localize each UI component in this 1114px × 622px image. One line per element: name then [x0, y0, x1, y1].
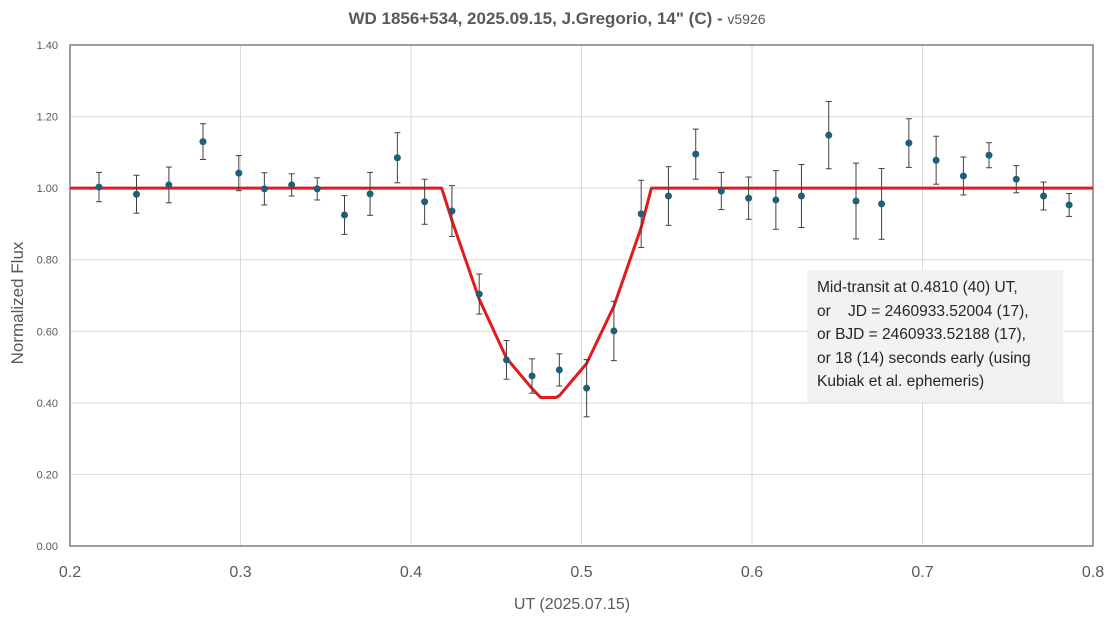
model-line: [70, 186, 1093, 399]
data-point: [95, 183, 103, 191]
data-point: [637, 210, 645, 218]
data-point: [1012, 175, 1020, 183]
y-tick-label: 0.60: [37, 326, 58, 338]
annotation-line: Kubiak et al. ephemeris): [817, 373, 985, 390]
chart-title: WD 1856+534, 2025.09.15, J.Gregorio, 14"…: [0, 9, 1114, 29]
y-axis-label: Normalized Flux: [8, 241, 27, 365]
model-series: [70, 186, 1093, 399]
data-point: [555, 366, 563, 374]
y-axis-ticks: 0.00 0.20 0.40 0.60 0.80 1.00 1.20 1.40: [37, 40, 58, 553]
annotation-line: Mid-transit at 0.4810 (40) UT,: [817, 279, 1018, 296]
data-points: [95, 131, 1073, 392]
x-tick-label: 0.4: [400, 564, 422, 581]
y-tick-label: 0.00: [37, 541, 58, 553]
y-tick-label: 0.40: [37, 398, 58, 410]
data-point: [932, 156, 940, 164]
data-point: [985, 151, 993, 159]
data-point: [772, 196, 780, 204]
annotation-line: or 18 (14) seconds early (using: [817, 349, 1031, 367]
y-tick-label: 0.20: [37, 469, 58, 481]
annotation-line: or BJD = 2460933.52188 (17),: [817, 326, 1026, 343]
title-text: WD 1856+534, 2025.09.15, J.Gregorio, 14"…: [348, 9, 728, 28]
data-point: [878, 200, 886, 208]
data-point: [745, 194, 753, 202]
title-version: v5926: [727, 11, 766, 27]
data-point: [165, 181, 173, 189]
data-point: [905, 139, 913, 147]
data-point: [235, 169, 243, 177]
data-point: [199, 138, 207, 146]
x-tick-label: 0.2: [59, 564, 81, 581]
error-bars: [95, 101, 1073, 418]
data-point: [825, 131, 833, 139]
x-axis-ticks: 0.2 0.3 0.4 0.5 0.6 0.7 0.8: [59, 564, 1104, 581]
data-point: [852, 197, 860, 205]
x-tick-label: 0.7: [911, 564, 933, 581]
data-point: [664, 192, 672, 200]
data-point: [366, 190, 374, 198]
data-point: [313, 185, 321, 193]
data-point: [475, 290, 483, 298]
x-tick-label: 0.5: [570, 564, 592, 581]
x-tick-label: 0.6: [741, 564, 763, 581]
data-point: [583, 384, 591, 392]
data-point: [393, 154, 401, 162]
data-point: [528, 372, 536, 380]
y-tick-label: 1.00: [37, 183, 58, 195]
data-point: [1065, 201, 1073, 209]
data-point: [421, 198, 429, 206]
x-tick-label: 0.3: [229, 564, 251, 581]
y-tick-label: 1.40: [37, 40, 58, 52]
data-point: [260, 185, 268, 193]
data-point: [288, 181, 296, 189]
y-tick-label: 0.80: [37, 255, 58, 267]
data-point: [132, 190, 140, 198]
data-point: [797, 192, 805, 200]
data-point: [959, 172, 967, 180]
y-tick-label: 1.20: [37, 112, 58, 124]
data-point: [610, 327, 618, 335]
data-point: [1040, 192, 1048, 200]
data-point: [502, 356, 510, 364]
data-point: [341, 211, 349, 219]
data-point: [717, 187, 725, 195]
plot-area-border: [69, 44, 1094, 547]
annotation-box: Mid-transit at 0.4810 (40) UT, or JD = 2…: [807, 270, 1063, 402]
x-tick-label: 0.8: [1082, 564, 1104, 581]
annotation-line: or JD = 2460933.52004 (17),: [817, 302, 1029, 320]
axes: [69, 44, 1094, 547]
data-point: [692, 150, 700, 158]
data-point: [448, 207, 456, 215]
x-axis-label: UT (2025.07.15): [513, 596, 631, 613]
